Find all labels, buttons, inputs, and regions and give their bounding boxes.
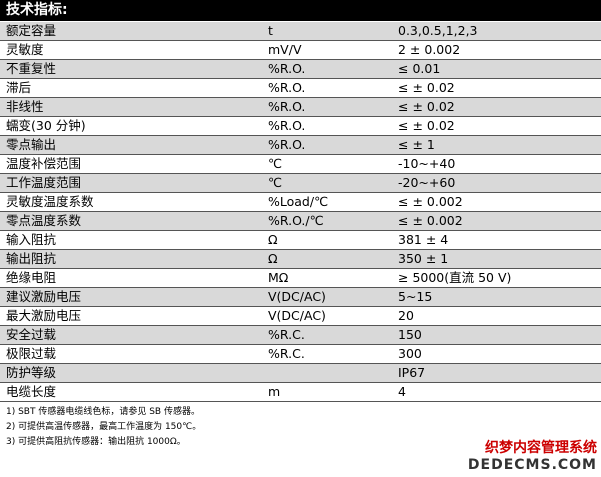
table-row: 温度补偿范围 ℃ -10~+40	[0, 155, 601, 174]
param-name: 零点输出	[6, 137, 57, 152]
table-row: 非线性 %R.O. ≤ ± 0.02	[0, 98, 601, 117]
param-value: 2 ± 0.002	[398, 42, 461, 57]
table-row: 零点输出 %R.O. ≤ ± 1	[0, 136, 601, 155]
param-value: 0.3,0.5,1,2,3	[398, 23, 478, 38]
header-title: 技术指标:	[0, 0, 601, 21]
param-value: ≤ ± 1	[398, 137, 435, 152]
param-value: 20	[398, 308, 414, 323]
param-name: 滞后	[6, 80, 32, 95]
param-name: 非线性	[6, 99, 44, 114]
param-name: 零点温度系数	[6, 213, 82, 228]
param-value: 150	[398, 327, 422, 342]
param-unit: %R.O.	[268, 118, 306, 133]
table-row: 极限过载 %R.C. 300	[0, 345, 601, 364]
param-name: 极限过载	[6, 346, 57, 361]
table-row: 最大激励电压 V(DC/AC) 20	[0, 307, 601, 326]
param-unit: mV/V	[268, 42, 302, 57]
param-value: 381 ± 4	[398, 232, 449, 247]
table-row: 不重复性 %R.O. ≤ 0.01	[0, 60, 601, 79]
param-value: ≤ ± 0.02	[398, 99, 455, 114]
param-unit: %R.C.	[268, 327, 305, 342]
param-unit: %R.O.	[268, 99, 306, 114]
param-unit: %R.O./℃	[268, 213, 324, 228]
table-row: 输出阻抗 Ω 350 ± 1	[0, 250, 601, 269]
param-unit: MΩ	[268, 270, 289, 285]
table-row: 建议激励电压 V(DC/AC) 5~15	[0, 288, 601, 307]
spec-table: 额定容量 t 0.3,0.5,1,2,3 灵敏度 mV/V 2 ± 0.002 不重复性 %R…	[0, 22, 601, 402]
param-unit: %R.O.	[268, 80, 306, 95]
param-value: ≥ 5000(直流 50 V)	[398, 270, 512, 285]
param-unit: ℃	[268, 175, 283, 190]
param-unit: %R.C.	[268, 346, 305, 361]
param-unit: ℃	[268, 156, 283, 171]
watermark-brand: 织梦内容管理系统	[485, 440, 597, 456]
param-unit: %Load/℃	[268, 194, 329, 209]
table-row: 输入阻抗 Ω 381 ± 4	[0, 231, 601, 250]
param-name: 最大激励电压	[6, 308, 82, 323]
footnote: 1) SBT 传感器电缆线色标，请参见 SB 传感器。	[6, 407, 200, 417]
param-name: 工作温度范围	[6, 175, 82, 190]
param-value: ≤ 0.01	[398, 61, 441, 76]
param-name: 安全过载	[6, 327, 57, 342]
param-name: 电缆长度	[6, 384, 57, 399]
param-name: 额定容量	[6, 23, 57, 38]
param-name: 不重复性	[6, 61, 57, 76]
param-unit: Ω	[268, 232, 278, 247]
table-row: 零点温度系数 %R.O./℃ ≤ ± 0.002	[0, 212, 601, 231]
table-row: 滞后 %R.O. ≤ ± 0.02	[0, 79, 601, 98]
param-name: 蠕变(30 分钟)	[6, 118, 86, 133]
param-value: ≤ ± 0.002	[398, 194, 463, 209]
watermark: 织梦内容管理系统 DEDECMS.COM	[468, 437, 597, 473]
param-unit: t	[268, 23, 273, 38]
table-row: 灵敏度 mV/V 2 ± 0.002	[0, 41, 601, 60]
table-row: 防护等级 IP67	[0, 364, 601, 383]
param-name: 输出阻抗	[6, 251, 57, 266]
footnote: 3) 可提供高阻抗传感器：输出阻抗 1000Ω。	[6, 437, 186, 447]
table-row: 蠕变(30 分钟) %R.O. ≤ ± 0.02	[0, 117, 601, 136]
param-unit: %R.O.	[268, 137, 306, 152]
watermark-site: DEDECMS.COM	[467, 457, 597, 473]
param-value: 4	[398, 384, 406, 399]
param-name: 灵敏度	[6, 42, 44, 57]
param-name: 温度补偿范围	[6, 156, 82, 171]
footnote: 2) 可提供高温传感器，最高工作温度为 150℃。	[6, 422, 202, 432]
param-name: 输入阻抗	[6, 232, 57, 247]
param-name: 建议激励电压	[6, 289, 82, 304]
param-unit: m	[268, 384, 281, 399]
param-value: -10~+40	[398, 156, 456, 171]
param-value: ≤ ± 0.02	[398, 118, 455, 133]
notes: 1) SBT 传感器电缆线色标，请参见 SB 传感器。 2) 可提供高温传感器，最…	[6, 405, 201, 450]
param-value: 300	[398, 346, 422, 361]
param-name: 绝缘电阻	[6, 270, 57, 285]
param-value: ≤ ± 0.02	[398, 80, 455, 95]
param-unit: %R.O.	[268, 61, 306, 76]
table-row: 灵敏度温度系数 %Load/℃ ≤ ± 0.002	[0, 193, 601, 212]
param-unit: V(DC/AC)	[268, 308, 326, 323]
param-unit: V(DC/AC)	[268, 289, 326, 304]
table-row: 额定容量 t 0.3,0.5,1,2,3	[0, 22, 601, 41]
table-row: 安全过载 %R.C. 150	[0, 326, 601, 345]
param-name: 防护等级	[6, 365, 57, 380]
param-value: IP67	[398, 365, 426, 380]
param-name: 灵敏度温度系数	[6, 194, 94, 209]
param-value: 350 ± 1	[398, 251, 449, 266]
table-row: 绝缘电阻 MΩ ≥ 5000(直流 50 V)	[0, 269, 601, 288]
param-value: 5~15	[398, 289, 433, 304]
param-unit: Ω	[268, 251, 278, 266]
table-row: 工作温度范围 ℃ -20~+60	[0, 174, 601, 193]
param-value: -20~+60	[398, 175, 456, 190]
param-value: ≤ ± 0.002	[398, 213, 463, 228]
table-row: 电缆长度 m 4	[0, 383, 601, 402]
